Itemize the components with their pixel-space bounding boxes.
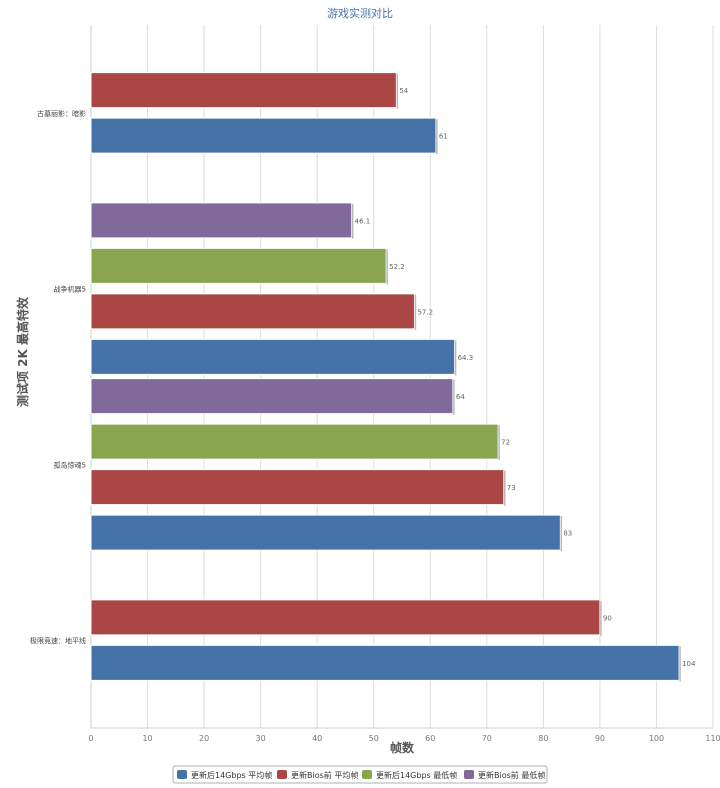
bar bbox=[90, 338, 456, 375]
data-label: 72 bbox=[501, 439, 510, 447]
x-tick-label: 20 bbox=[199, 734, 209, 743]
y-axis-title: 测试项 2K 最高特效 bbox=[15, 296, 30, 407]
legend-item[interactable]: 更新Bios前 最低帧 bbox=[478, 770, 545, 780]
category-label: 极限竞速：地平线 bbox=[30, 636, 86, 645]
bar bbox=[90, 514, 561, 551]
bar bbox=[90, 423, 499, 460]
x-tick-label: 70 bbox=[482, 734, 492, 743]
data-label: 64.3 bbox=[458, 354, 474, 362]
x-tick-label: 80 bbox=[538, 734, 548, 743]
data-label: 83 bbox=[563, 530, 572, 538]
data-label: 64 bbox=[456, 393, 465, 401]
bar bbox=[90, 247, 387, 284]
data-label: 61 bbox=[439, 133, 448, 141]
x-tick-label: 60 bbox=[425, 734, 435, 743]
bar bbox=[90, 72, 397, 109]
x-tick-labels: 0 10 20 30 40 50 60 70 80 90 100 110 bbox=[88, 734, 720, 743]
legend-item[interactable]: 更新后14Gbps 最低帧 bbox=[376, 770, 457, 780]
x-tick-label: 110 bbox=[705, 734, 720, 743]
legend-frame bbox=[172, 765, 548, 784]
bar bbox=[90, 202, 353, 239]
legend-swatch bbox=[277, 770, 287, 779]
legend-swatch bbox=[362, 770, 372, 779]
category-label: 孤岛惊魂5 bbox=[54, 460, 86, 469]
data-label: 46.1 bbox=[355, 217, 371, 225]
data-label: 90 bbox=[603, 614, 612, 622]
x-tick-label: 50 bbox=[369, 734, 379, 743]
legend-item[interactable]: 更新后14Gbps 平均帧 bbox=[191, 770, 272, 780]
legend[interactable]: 更新后14Gbps 平均帧 更新Bios前 平均帧 更新后14Gbps 最低帧 更新B… bbox=[172, 765, 548, 784]
x-tick-label: 40 bbox=[312, 734, 322, 743]
chart-title: 游戏实测对比 bbox=[327, 6, 393, 20]
data-label: 52.2 bbox=[389, 263, 405, 271]
x-tick-label: 10 bbox=[142, 734, 152, 743]
bar bbox=[90, 644, 680, 681]
bar bbox=[90, 293, 415, 330]
bar bbox=[90, 599, 601, 636]
bar bbox=[90, 469, 505, 506]
x-tick-label: 90 bbox=[595, 734, 605, 743]
data-label: 73 bbox=[507, 484, 516, 492]
x-tick-label: 100 bbox=[649, 734, 664, 743]
data-label: 57.2 bbox=[417, 308, 433, 316]
data-label: 104 bbox=[682, 660, 696, 668]
category-label: 古墓丽影：暗影 bbox=[37, 109, 86, 118]
bar bbox=[90, 378, 454, 415]
legend-item[interactable]: 更新Bios前 平均帧 bbox=[291, 770, 358, 780]
legend-swatch bbox=[177, 770, 187, 779]
x-tick-label: 0 bbox=[88, 734, 93, 743]
x-tick-label: 30 bbox=[256, 734, 266, 743]
bar bbox=[90, 117, 437, 154]
data-label: 54 bbox=[399, 87, 408, 95]
category-label: 战争机器5 bbox=[54, 285, 86, 294]
legend-swatch bbox=[464, 770, 474, 779]
x-axis-title: 帧数 bbox=[390, 740, 415, 755]
bars: 61 54 64.3 57.2 52.2 46.1 83 73 72 64 104 90 bbox=[90, 72, 696, 682]
